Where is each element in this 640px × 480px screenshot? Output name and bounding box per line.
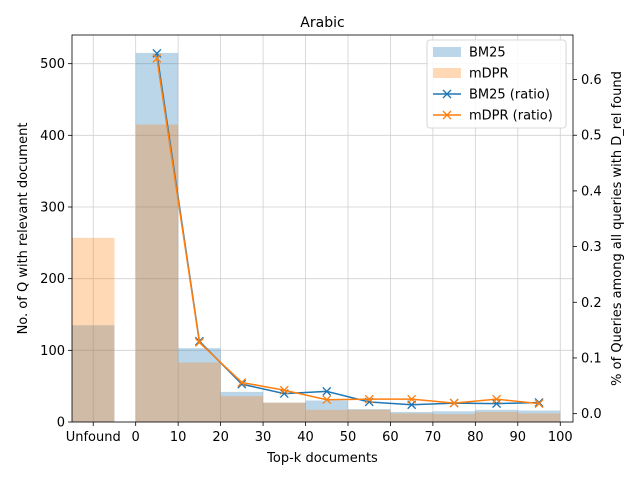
- y-tick-label: 0: [57, 416, 65, 431]
- legend: BM25 mDPR BM25 (ratio) mDPR (ratio): [426, 39, 567, 129]
- y-tick-label: 200: [40, 272, 65, 287]
- ratio-point: [194, 337, 204, 347]
- y2-tick-label: 0.3: [581, 240, 602, 255]
- bar-mdpr: [263, 402, 306, 422]
- x-tick-label: 80: [467, 430, 484, 445]
- bar-bm25: [305, 400, 348, 422]
- y-ticks: 0 100 200 300 400 500: [40, 57, 72, 431]
- bar-bm25: [72, 325, 115, 422]
- bar-mdpr: [178, 362, 221, 422]
- chart-title: Arabic: [300, 15, 344, 31]
- bar-bm25: [263, 402, 306, 422]
- bar-mdpr: [72, 237, 115, 422]
- x-tick-label: 20: [212, 430, 229, 445]
- legend-label: BM25: [469, 46, 506, 61]
- ratio-lines: [152, 48, 544, 410]
- x-tick-label: 40: [297, 430, 314, 445]
- bar-mdpr: [517, 413, 561, 422]
- bar-bm25: [220, 391, 264, 422]
- ratio-line: [156, 58, 540, 405]
- y2-tick-label: 0.6: [581, 73, 602, 88]
- ratio-point: [322, 395, 332, 405]
- y-axis-title: No. of Q with relevant document: [16, 123, 31, 335]
- bar-bm25: [178, 348, 221, 422]
- x-tick-label: Unfound: [66, 430, 121, 445]
- bar-bm25: [347, 409, 391, 422]
- ratio-point: [534, 399, 544, 409]
- y2-tick-label: 0.4: [581, 184, 602, 199]
- y2-tick-label: 0.2: [581, 296, 602, 311]
- plot-frame: [71, 34, 574, 423]
- bar-mdpr: [220, 396, 264, 422]
- legend-marker: [442, 110, 452, 120]
- legend-label: BM25 (ratio): [469, 88, 550, 103]
- legend-label: mDPR: [469, 67, 509, 82]
- ratio-point: [534, 398, 544, 407]
- ratio-point: [407, 394, 417, 404]
- ratio-point: [237, 378, 247, 387]
- x-tick-label: 60: [382, 430, 399, 445]
- x-tick-label: 50: [340, 430, 357, 445]
- ratio-point: [492, 394, 502, 404]
- y-tick-label: 500: [40, 57, 65, 72]
- y-tick-label: 100: [40, 344, 65, 359]
- y-tick-label: 400: [40, 129, 65, 144]
- y2-tick-label: 0.5: [581, 129, 602, 144]
- x-axis-title: Top-k documents: [266, 451, 378, 466]
- x-tick-label: 90: [510, 430, 527, 445]
- x-tick-label: 30: [255, 430, 272, 445]
- legend-swatch: [433, 68, 461, 78]
- bar-mdpr: [347, 409, 391, 422]
- bar-bm25: [432, 411, 476, 422]
- bars: [72, 52, 561, 423]
- x-tick-label: 10: [170, 430, 187, 445]
- bar-mdpr: [135, 124, 179, 422]
- bar-mdpr: [390, 413, 433, 422]
- bar-bm25: [135, 52, 179, 423]
- ratio-point: [364, 394, 374, 404]
- y2-ticks: 0.0 0.1 0.2 0.3 0.4 0.5 0.6: [573, 73, 602, 422]
- bar-bm25: [390, 411, 433, 422]
- x-tick-label: 0: [132, 430, 140, 445]
- y-tick-label: 300: [40, 201, 65, 216]
- ratio-point: [449, 398, 459, 408]
- bar-bm25: [475, 409, 518, 422]
- bar-bm25: [517, 410, 561, 422]
- legend-marker: [442, 89, 452, 99]
- x-tick-label: 70: [425, 430, 442, 445]
- x-tick-label: 100: [548, 430, 573, 445]
- legend-label: mDPR (ratio): [469, 109, 553, 124]
- ratio-point: [237, 379, 247, 389]
- y2-tick-label: 0.1: [581, 351, 602, 366]
- bar-mdpr: [305, 409, 348, 422]
- ratio-point: [279, 385, 289, 395]
- ratio-point: [322, 386, 332, 396]
- ratio-point: [152, 53, 162, 63]
- x-ticks: Unfound 0 10 20 30 40 50 60 70 80 90 100: [66, 422, 573, 445]
- bar-mdpr: [432, 414, 476, 422]
- legend-swatch: [433, 47, 461, 57]
- y2-axis-title: % of Queries among all queries with D_re…: [610, 71, 625, 386]
- y2-tick-label: 0.0: [581, 407, 602, 422]
- bar-mdpr: [475, 411, 518, 422]
- legend-box: [426, 39, 567, 129]
